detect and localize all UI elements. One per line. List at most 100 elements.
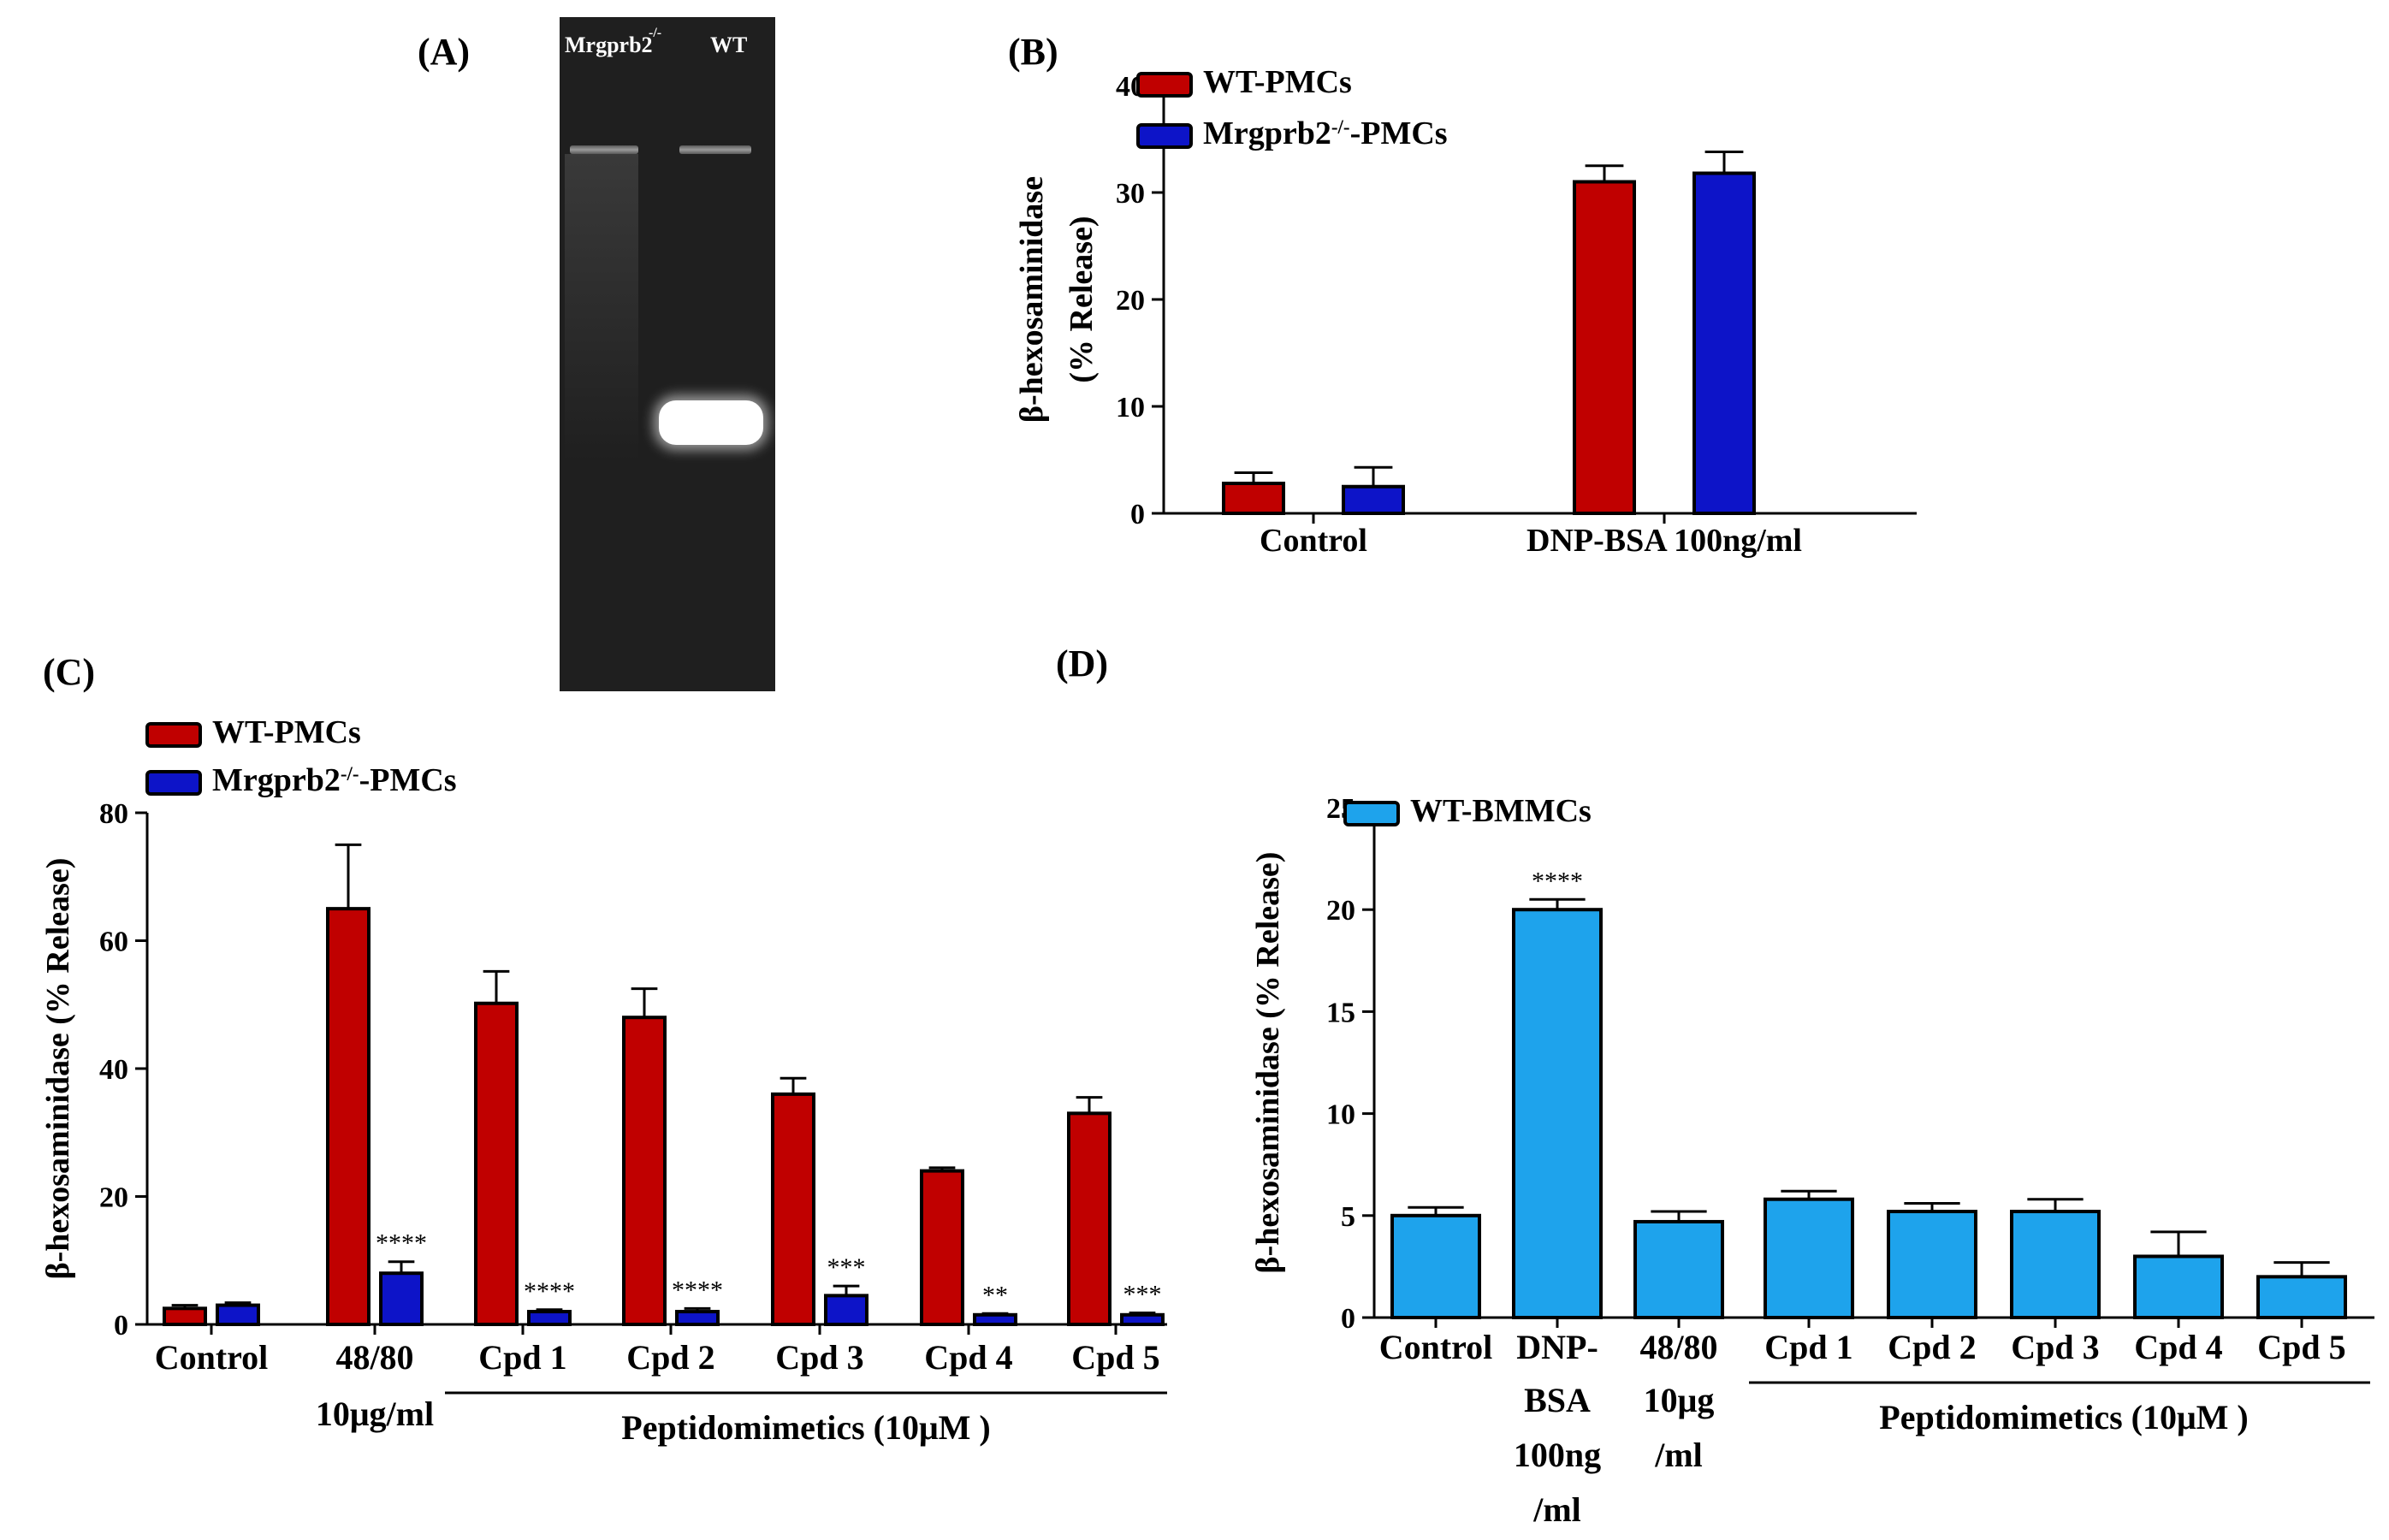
x-category-sublabel: /ml [1532, 1490, 1581, 1529]
y-axis-label: β-hexosaminidase [1014, 176, 1050, 423]
agarose-gel-image: Mrgprb2 -/- WT [560, 17, 775, 691]
bar [1222, 482, 1285, 515]
gel-lane-label-wt: WT [710, 33, 748, 57]
y-tick-label: 10 [1116, 392, 1145, 424]
bar [1342, 484, 1405, 515]
bar [2133, 1254, 2224, 1319]
x-category-sublabel: /ml [1654, 1436, 1703, 1474]
gel-band-wt [659, 400, 763, 445]
x-category-sublabel: BSA [1524, 1381, 1591, 1419]
y-tick-label: 10 [1326, 1099, 1355, 1131]
panel-label-a: (A) [418, 31, 470, 73]
x-category-label: DNP-BSA 100ng/ml [1526, 523, 1802, 559]
legend-label: Mrgprb2-/--PMCs [1203, 116, 1448, 151]
bar [379, 1271, 424, 1326]
x-category-label: Cpd 2 [1888, 1328, 1976, 1366]
bar [326, 907, 371, 1326]
legend-swatch [1343, 801, 1400, 826]
legend-label: WT-PMCs [212, 714, 361, 750]
bar [920, 1169, 964, 1326]
y-tick-label: 5 [1341, 1201, 1355, 1233]
bar [2256, 1275, 2347, 1319]
x-category-label: Control [155, 1338, 269, 1377]
x-category-label: Cpd 2 [626, 1338, 714, 1377]
x-category-sublabel: 10μg/ml [316, 1395, 434, 1433]
y-tick-label: 30 [1116, 178, 1145, 210]
x-category-sublabel: 10μg [1644, 1381, 1715, 1419]
y-tick-label: 0 [114, 1310, 128, 1342]
legend-label: WT-PMCs [1203, 64, 1352, 100]
significance-label: **** [524, 1277, 575, 1306]
x-category-label: Cpd 1 [478, 1338, 566, 1377]
x-category-label: Control [1260, 523, 1367, 559]
bar [1764, 1197, 1854, 1320]
legend-swatch [145, 722, 202, 748]
y-tick-label: 80 [99, 798, 128, 830]
bar [1120, 1312, 1165, 1326]
significance-label: **** [376, 1229, 427, 1258]
bar [1887, 1210, 1977, 1319]
bar [1512, 908, 1603, 1319]
bar [474, 1001, 519, 1326]
group-label: Peptidomimetics (10μM ) [621, 1408, 990, 1447]
legend-swatch [1136, 123, 1193, 149]
bar [216, 1303, 260, 1326]
gel-smear [565, 154, 638, 462]
x-category-sublabel: 100ng [1514, 1436, 1601, 1474]
bar [771, 1092, 815, 1327]
legend-swatch [1136, 72, 1193, 98]
y-tick-label: 20 [99, 1182, 128, 1214]
significance-label: **** [672, 1276, 723, 1304]
bar [1067, 1111, 1112, 1326]
y-axis-label: β-hexosaminidase (% Release) [1250, 852, 1286, 1274]
x-category-label: 48/80 [335, 1338, 413, 1377]
bar [527, 1310, 572, 1327]
gel-lane-label-mrgprb2: Mrgprb2 [565, 33, 653, 57]
group-label: Peptidomimetics (10μM ) [1879, 1398, 2248, 1436]
y-tick-label: 40 [99, 1054, 128, 1086]
panel-label-d: (D) [1056, 643, 1108, 684]
gel-well-2 [679, 145, 751, 154]
panel-label-b: (B) [1008, 31, 1058, 73]
significance-label: ** [982, 1281, 1008, 1309]
x-category-label: Cpd 4 [924, 1338, 1012, 1377]
legend-label: WT-BMMCs [1410, 793, 1592, 829]
y-tick-label: 15 [1326, 997, 1355, 1028]
gel-lane-label-mrgprb2-superscript: -/- [649, 26, 662, 40]
y-tick-label: 0 [1341, 1303, 1355, 1335]
y-axis-label: β-hexosaminidase (% Release) [40, 858, 76, 1280]
y-tick-label: 0 [1130, 499, 1145, 530]
bar [163, 1306, 207, 1326]
x-category-label: Cpd 3 [2011, 1328, 2099, 1366]
bar [675, 1310, 720, 1327]
bar [2010, 1210, 2101, 1319]
y-tick-label: 60 [99, 927, 128, 958]
x-category-label: Cpd 4 [2134, 1328, 2222, 1366]
bar [1390, 1213, 1481, 1320]
bar [973, 1312, 1017, 1326]
x-category-label: Cpd 3 [775, 1338, 863, 1377]
bar [1573, 180, 1636, 515]
x-category-label: Cpd 5 [1071, 1338, 1159, 1377]
y-axis-label: (% Release) [1064, 216, 1100, 382]
x-category-label: 48/80 [1639, 1328, 1717, 1366]
y-tick-label: 20 [1326, 895, 1355, 927]
x-category-label: Cpd 1 [1764, 1328, 1853, 1366]
panel-label-c: (C) [43, 651, 95, 693]
bar [824, 1294, 868, 1327]
x-category-label: Cpd 5 [2257, 1328, 2345, 1366]
bar [1692, 171, 1756, 515]
significance-label: *** [1123, 1281, 1162, 1309]
y-tick-label: 20 [1116, 285, 1145, 317]
legend-label: Mrgprb2-/--PMCs [212, 762, 457, 798]
legend-swatch [145, 770, 202, 796]
significance-label: *** [827, 1253, 866, 1282]
gel-well-1 [570, 145, 638, 154]
x-category-label: Control [1379, 1328, 1493, 1366]
significance-label: **** [1532, 867, 1583, 895]
bar [1633, 1219, 1724, 1320]
